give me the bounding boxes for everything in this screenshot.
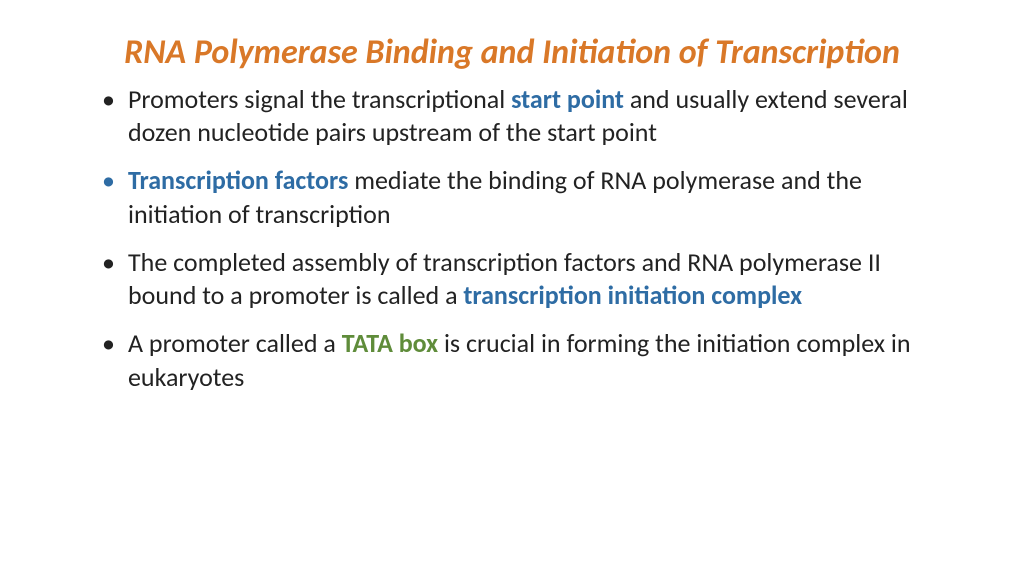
bullet-list: Promoters signal the transcriptional sta… [50, 83, 974, 395]
bullet-item: The completed assembly of transcription … [102, 246, 974, 314]
bullet-item: Promoters signal the transcriptional sta… [102, 83, 974, 151]
slide-title: RNA Polymerase Binding and Initiation of… [50, 32, 974, 75]
text-run: transcription initiation complex [463, 279, 802, 311]
text-run: start point [511, 83, 624, 115]
text-run: Transcription factors [128, 164, 348, 196]
text-run: A promoter called a [128, 327, 342, 359]
bullet-item: A promoter called a TATA box is crucial … [102, 327, 974, 395]
text-run: TATA box [342, 327, 438, 359]
text-run: Promoters signal the transcriptional [128, 83, 511, 115]
bullet-item: Transcription factors mediate the bindin… [102, 164, 974, 232]
